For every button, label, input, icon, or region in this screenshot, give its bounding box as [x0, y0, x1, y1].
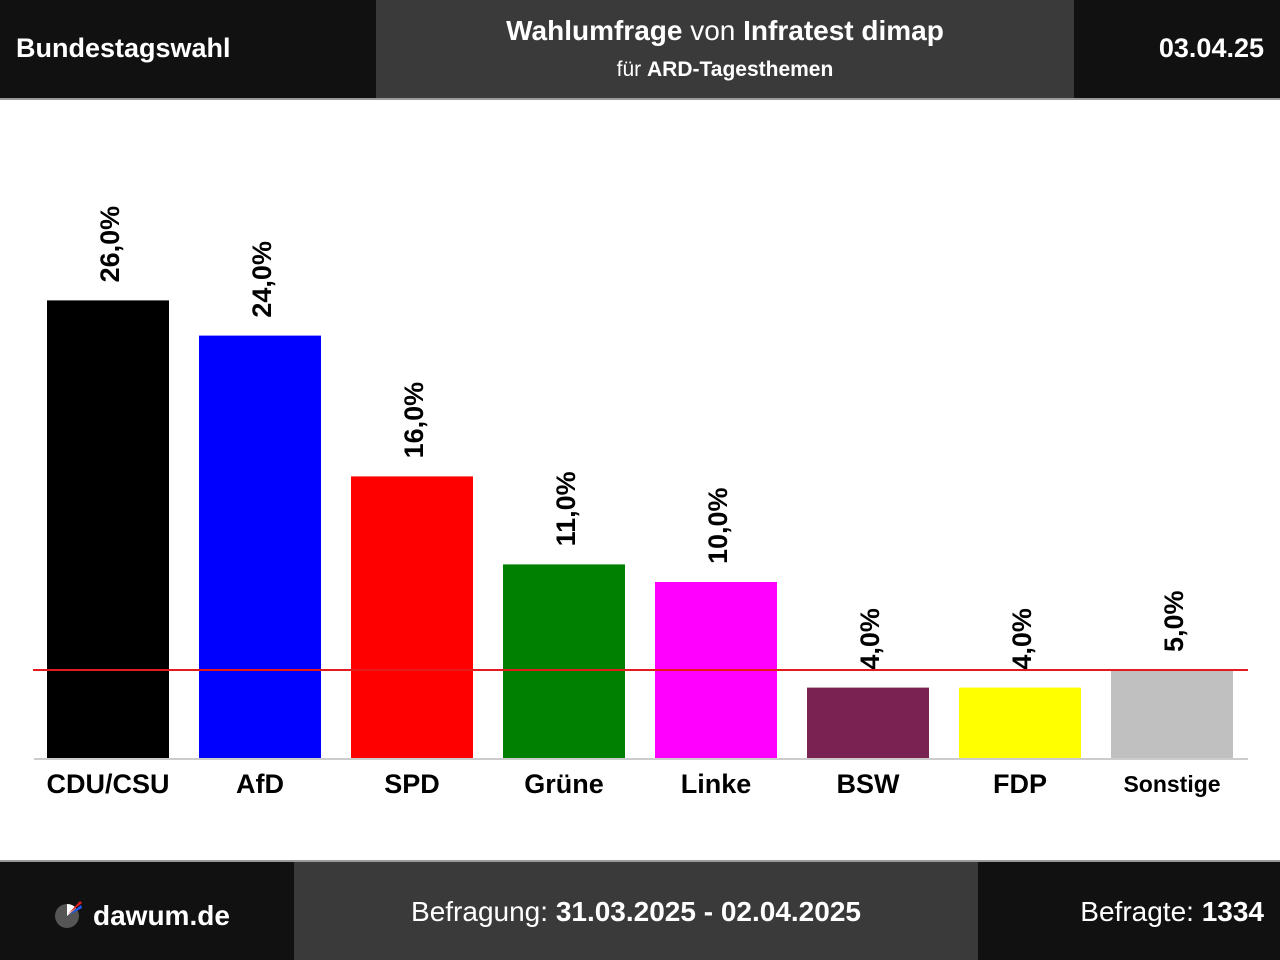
category-label-afd: AfD	[236, 769, 284, 799]
value-label-afd: 24,0%	[247, 241, 277, 318]
category-label-gr-ne: Grüne	[524, 769, 604, 799]
respondents: Befragte: 1334	[1080, 896, 1264, 928]
election-type: Bundestagswahl	[16, 33, 231, 63]
dawum-logo-icon	[55, 901, 82, 928]
poll-title: Wahlumfrage von Infratest dimap	[376, 15, 1074, 47]
value-label-cdu-csu: 26,0%	[95, 206, 125, 283]
brand-name: dawum.de	[93, 900, 230, 931]
category-label-spd: SPD	[384, 769, 440, 799]
category-label-cdu-csu: CDU/CSU	[46, 769, 169, 799]
pollster-name: Infratest dimap	[743, 15, 944, 46]
respondents-value: 1334	[1201, 896, 1264, 927]
poll-subtitle: für ARD-Tagesthemen	[376, 58, 1074, 82]
survey-period-value: 31.03.2025 - 02.04.2025	[555, 896, 861, 927]
survey-period-label: Befragung:	[411, 896, 556, 927]
poll-title-plain: von	[682, 15, 744, 46]
bar-afd	[199, 335, 321, 758]
value-label-linke: 10,0%	[703, 487, 733, 564]
header-left-panel: Bundestagswahl	[0, 0, 376, 98]
footer-left-panel: dawum.de	[0, 862, 294, 960]
value-label-gr-ne: 11,0%	[551, 471, 581, 546]
bar-gr-ne	[503, 564, 625, 758]
bar-cdu-csu	[47, 300, 169, 758]
category-label-bsw: BSW	[837, 769, 901, 799]
bar-bsw	[807, 687, 929, 758]
header-right-panel: 03.04.25	[1074, 0, 1280, 98]
category-label-sonstige: Sonstige	[1123, 771, 1220, 797]
client-name: ARD-Tagesthemen	[647, 58, 834, 81]
value-label-sonstige: 5,0%	[1159, 590, 1189, 652]
footer-center-panel: Befragung: 31.03.2025 - 02.04.2025	[294, 862, 978, 960]
footer: dawum.de Befragung: 31.03.2025 - 02.04.2…	[0, 860, 1280, 960]
bar-fdp	[959, 687, 1081, 758]
poll-subtitle-plain: für	[616, 58, 648, 81]
survey-period: Befragung: 31.03.2025 - 02.04.2025	[294, 896, 978, 928]
poll-bar-chart: 26,0% CDU/CSU 24,0% AfD 16,0% SPD 11,0% Grüne 10…	[33, 206, 1248, 799]
respondents-label: Befragte:	[1080, 896, 1202, 927]
header-divider	[0, 98, 1280, 100]
footer-divider	[0, 860, 1280, 862]
value-label-spd: 16,0%	[399, 382, 429, 459]
footer-right-panel: Befragte: 1334	[978, 862, 1280, 960]
poll-title-bold-1: Wahlumfrage	[506, 15, 683, 46]
value-label-fdp: 4,0%	[1007, 608, 1037, 670]
publish-date: 03.04.25	[1158, 33, 1264, 63]
header-center-panel: Wahlumfrage von Infratest dimap für ARD-…	[376, 0, 1074, 98]
category-label-fdp: FDP	[993, 769, 1047, 799]
bar-spd	[351, 476, 473, 758]
category-label-linke: Linke	[681, 769, 752, 799]
value-label-bsw: 4,0%	[855, 608, 885, 670]
header: Bundestagswahl Wahlumfrage von Infratest…	[0, 0, 1280, 100]
bar-sonstige	[1111, 670, 1233, 758]
